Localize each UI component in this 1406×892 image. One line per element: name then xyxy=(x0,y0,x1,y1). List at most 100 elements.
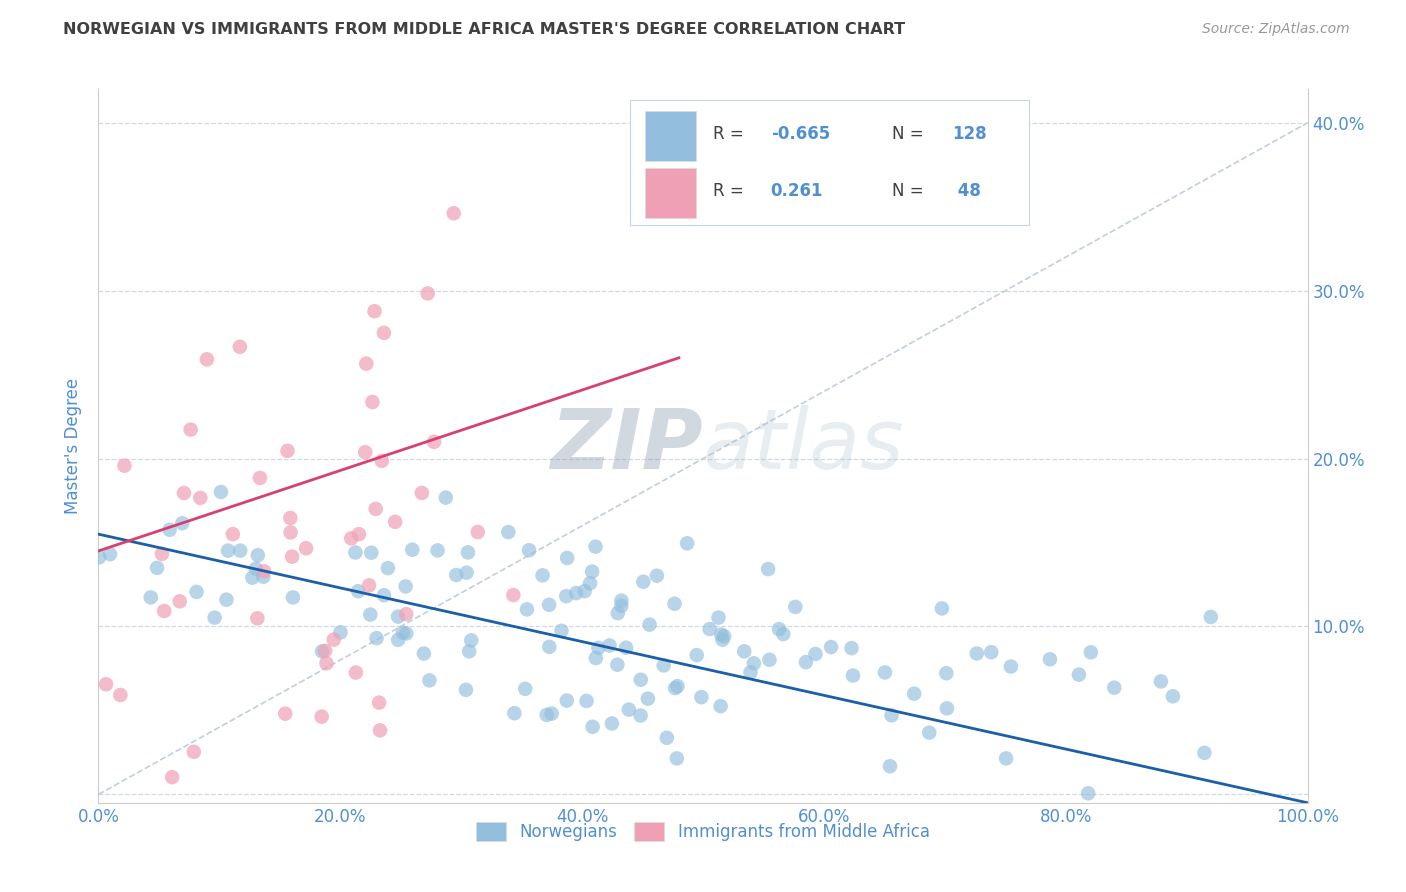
Point xyxy=(169,594,191,608)
Point xyxy=(246,611,269,625)
Point xyxy=(664,681,686,695)
Point xyxy=(252,570,274,584)
Point xyxy=(502,588,524,602)
Point xyxy=(665,751,688,765)
Point xyxy=(918,725,941,739)
Point xyxy=(742,657,765,671)
Point xyxy=(733,644,755,658)
Point xyxy=(443,206,465,220)
Point xyxy=(229,543,252,558)
Text: NORWEGIAN VS IMMIGRANTS FROM MIDDLE AFRICA MASTER'S DEGREE CORRELATION CHART: NORWEGIAN VS IMMIGRANTS FROM MIDDLE AFRI… xyxy=(63,22,905,37)
Point xyxy=(842,668,865,682)
Point xyxy=(633,574,655,589)
Point xyxy=(1150,674,1173,689)
Point xyxy=(98,547,121,561)
Point xyxy=(295,541,318,556)
Point xyxy=(585,540,607,554)
Point xyxy=(637,691,659,706)
Point xyxy=(172,516,194,531)
Point xyxy=(1000,659,1022,673)
Point xyxy=(710,627,733,641)
Point xyxy=(1104,681,1126,695)
Point xyxy=(699,622,721,636)
Point xyxy=(1039,652,1062,666)
Point xyxy=(204,610,226,624)
Point xyxy=(690,690,713,705)
Point xyxy=(581,565,603,579)
Point xyxy=(423,434,446,449)
Point xyxy=(384,515,406,529)
Bar xyxy=(645,111,696,161)
Point xyxy=(579,576,602,591)
Text: N =: N = xyxy=(891,182,928,200)
Point xyxy=(454,682,477,697)
Point xyxy=(617,703,640,717)
Point xyxy=(87,550,110,565)
Point xyxy=(610,599,633,613)
Point xyxy=(371,454,394,468)
Point xyxy=(373,326,395,340)
Point xyxy=(666,679,689,693)
Point xyxy=(638,617,661,632)
Point xyxy=(322,632,344,647)
Point xyxy=(274,706,297,721)
Point xyxy=(550,624,572,638)
Y-axis label: Master's Degree: Master's Degree xyxy=(65,378,83,514)
Point xyxy=(531,568,554,582)
Bar xyxy=(645,168,696,218)
Point xyxy=(249,471,271,485)
Point xyxy=(458,644,481,658)
Point xyxy=(315,657,337,671)
Point xyxy=(460,633,482,648)
Point xyxy=(347,527,370,541)
Text: atlas: atlas xyxy=(703,406,904,486)
Point xyxy=(565,586,588,600)
Point xyxy=(446,568,468,582)
Point xyxy=(114,458,136,473)
Point xyxy=(180,423,202,437)
FancyBboxPatch shape xyxy=(630,100,1029,225)
Point xyxy=(240,571,263,585)
Point xyxy=(209,485,232,500)
Point xyxy=(655,731,678,745)
Point xyxy=(357,578,380,592)
Text: N =: N = xyxy=(891,125,928,143)
Point xyxy=(555,693,578,707)
Point xyxy=(873,665,896,680)
Point xyxy=(879,759,901,773)
Point xyxy=(395,607,418,621)
Point xyxy=(188,491,211,505)
Point xyxy=(664,597,686,611)
Point xyxy=(555,551,578,566)
Point xyxy=(281,549,304,564)
Point xyxy=(880,708,903,723)
Point xyxy=(503,706,526,721)
Point xyxy=(426,543,449,558)
Point xyxy=(516,602,538,616)
Point xyxy=(363,304,385,318)
Point xyxy=(540,706,562,721)
Point xyxy=(368,696,391,710)
Point xyxy=(360,546,382,560)
Point xyxy=(794,655,817,669)
Point xyxy=(785,599,807,614)
Point xyxy=(652,658,675,673)
Point xyxy=(1194,746,1216,760)
Point xyxy=(392,625,415,640)
Point xyxy=(1199,610,1222,624)
Point xyxy=(229,340,252,354)
Point xyxy=(600,716,623,731)
Point xyxy=(707,610,730,624)
Point xyxy=(935,666,957,681)
Point xyxy=(361,395,384,409)
Point xyxy=(366,631,388,645)
Point xyxy=(756,562,779,576)
Point xyxy=(186,585,208,599)
Point xyxy=(411,486,433,500)
Point xyxy=(515,681,537,696)
Point xyxy=(630,673,652,687)
Point xyxy=(740,665,762,680)
Point xyxy=(686,648,709,662)
Point xyxy=(253,564,276,578)
Text: ZIP: ZIP xyxy=(550,406,703,486)
